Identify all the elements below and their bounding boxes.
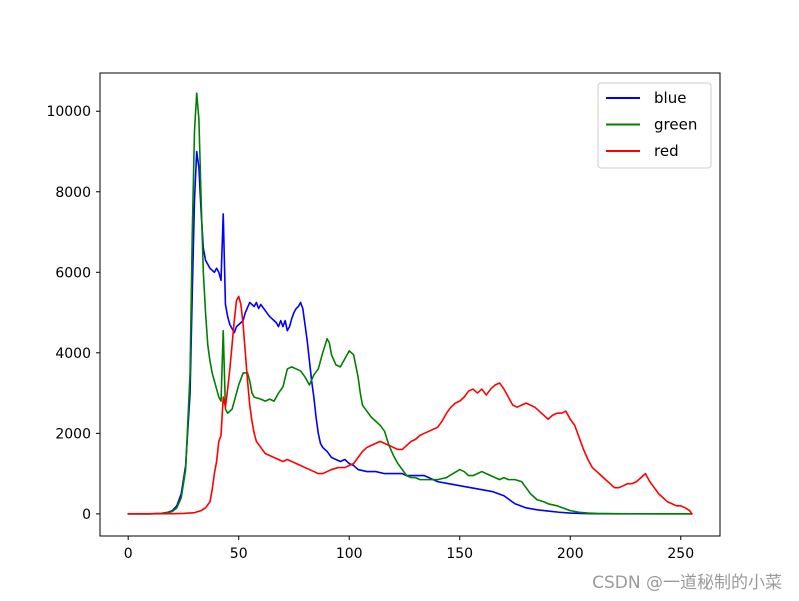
x-tick-label: 0 [124, 546, 133, 562]
x-tick-label: 50 [230, 546, 248, 562]
y-tick-label: 0 [82, 507, 91, 523]
legend: blue green red [597, 82, 712, 169]
y-tick-label: 2000 [55, 426, 91, 442]
y-tick-label: 4000 [55, 346, 91, 362]
legend-box [597, 82, 712, 169]
y-tick-label: 6000 [55, 265, 91, 281]
legend-label-green: green [654, 116, 697, 134]
watermark-text: CSDN @一道秘制的小菜 [592, 573, 782, 593]
series-line-red [127, 295, 693, 515]
legend-label-blue: blue [654, 89, 686, 107]
y-axis-ticks: 0 2000 4000 6000 8000 10000 [46, 104, 100, 523]
y-tick-label: 8000 [55, 185, 91, 201]
series-layer [127, 92, 693, 515]
plot-frame [99, 72, 721, 537]
x-tick-label: 200 [557, 546, 584, 562]
series-line-blue [127, 150, 693, 515]
x-tick-label: 250 [667, 546, 694, 562]
series-line-green [127, 92, 693, 515]
x-tick-label: 100 [336, 546, 363, 562]
legend-label-red: red [654, 142, 679, 160]
x-axis-ticks: 0 50 100 150 200 250 [124, 536, 694, 562]
y-tick-label: 10000 [46, 104, 91, 120]
x-tick-label: 150 [446, 546, 473, 562]
